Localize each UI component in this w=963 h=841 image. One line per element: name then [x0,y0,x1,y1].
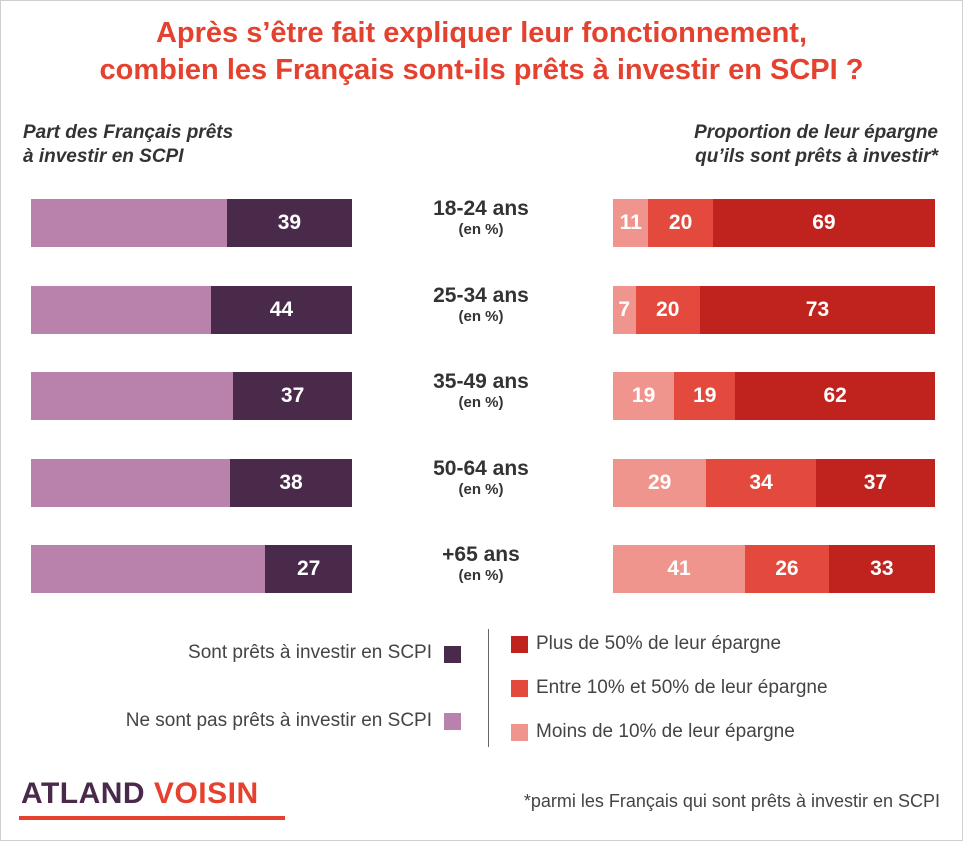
age-group-label: 50-64 ans (en %) [371,457,591,499]
right-bar-row: 7 20 73 [613,286,935,334]
age-group-name: 18-24 ans [433,197,529,220]
right-panel-label-line-2: qu’ils sont prêts à investir* [695,146,938,167]
right-bar-row: 11 20 69 [613,199,935,247]
age-group-unit: (en %) [458,308,504,325]
age-group-label: +65 ans (en %) [371,543,591,585]
legend-not-ready-swatch [444,713,461,730]
bar-more-50 [735,372,935,420]
footnote: *parmi les Français qui sont prêts à inv… [523,791,940,811]
legend-not-ready-label: Ne sont pas prêts à investir en SCPI [125,710,432,731]
legend-more-50-label: Plus de 50% de leur épargne [536,633,782,654]
right-panel-label-line-1: Proportion de leur épargne [694,122,938,143]
bar-not-ready [31,545,266,593]
legend-divider [488,629,489,747]
bar-between-10-50-value: 20 [656,298,680,321]
bar-between-10-50-value: 20 [668,211,693,234]
age-group-name: 50-64 ans [433,457,529,480]
age-group-label: 35-49 ans (en %) [371,370,591,412]
bar-between-10-50 [648,199,713,247]
bar-ready [265,545,352,593]
bar-not-ready [31,286,211,334]
bar-less-10 [613,286,636,334]
bar-ready [226,199,352,247]
bar-more-50-value: 69 [812,211,836,234]
left-bar-row: 37 [31,372,352,420]
chart-title-line-2: combien les Français sont-ils prêts à in… [99,54,864,86]
bar-more-50-value: 62 [823,384,847,407]
age-group-name: 25-34 ans [433,284,529,307]
bar-not-ready [31,199,227,247]
age-group-unit: (en %) [458,567,504,584]
left-panel-label: Part des Français prêts à investir en SC… [23,121,233,169]
age-group-unit: (en %) [458,221,504,238]
bar-more-50-value: 73 [805,298,830,321]
bar-less-10-value: 11 [619,211,642,234]
logo-underline [19,816,285,820]
legend-ready-label: Sont prêts à investir en SCPI [188,642,432,663]
bar-less-10-value: 19 [631,384,656,407]
bar-not-ready [31,459,231,507]
age-group-label: 18-24 ans (en %) [371,197,591,239]
bar-less-10 [613,459,707,507]
bar-more-50 [828,545,935,593]
bar-less-10 [613,199,649,247]
age-group-unit: (en %) [458,394,504,411]
right-bar-row: 19 19 62 [613,372,935,420]
bar-more-50-value: 33 [870,557,894,580]
legend-between-10-50-label: Entre 10% et 50% de leur épargne [536,677,828,698]
right-bar-row: 29 34 37 [613,459,935,507]
left-bar-row: 44 [31,286,352,334]
age-group-name: +65 ans [442,543,520,566]
atland-voisin-logo: ATLAND VOISIN [21,777,259,811]
age-group-name: 35-49 ans [433,370,529,393]
left-panel-label-line-1: Part des Français prêts [23,122,234,143]
left-bar-row: 27 [31,545,352,593]
legend-less-10-swatch [511,724,528,741]
bar-more-50-value: 37 [863,471,888,494]
bar-between-10-50 [635,286,700,334]
bar-ready-value: 44 [269,298,294,321]
age-group-label: 25-34 ans (en %) [371,284,591,326]
bar-less-10 [613,545,746,593]
bar-ready-value: 38 [279,471,303,494]
bar-ready-value: 39 [277,211,302,234]
legend-less-10-label: Moins de 10% de leur épargne [536,721,795,742]
left-bar-row: 39 [31,199,352,247]
left-panel-label-line-2: à investir en SCPI [23,146,184,167]
bar-more-50 [815,459,935,507]
bar-between-10-50-value: 19 [693,384,717,407]
bar-ready-value: 27 [296,557,321,580]
bar-ready [230,459,352,507]
left-bar-row: 38 [31,459,352,507]
logo-atland: ATLAND [21,777,146,810]
right-bar-row: 41 26 33 [613,545,935,593]
bar-between-10-50 [674,372,736,420]
bar-between-10-50-value: 34 [749,471,773,494]
bar-more-50 [699,286,935,334]
bar-less-10-value: 29 [648,471,672,494]
legend-between-10-50-swatch [511,680,528,697]
bar-between-10-50 [745,545,829,593]
bar-more-50 [712,199,935,247]
legend-more-50-swatch [511,636,528,653]
chart-title: Après s’être fait expliquer leur fonctio… [1,15,962,89]
bar-ready-value: 37 [280,384,305,407]
bar-less-10-value: 41 [667,557,691,580]
legend-ready-swatch [444,646,461,663]
bar-between-10-50-value: 26 [775,557,799,580]
bar-ready [233,372,352,420]
logo-voisin: VOISIN [145,777,259,810]
right-panel-label: Proportion de leur épargne qu’ils sont p… [694,121,938,169]
bar-less-10-value: 7 [618,298,631,321]
bar-not-ready [31,372,234,420]
age-group-unit: (en %) [458,481,504,498]
bar-less-10 [613,372,675,420]
bar-between-10-50 [706,459,816,507]
chart-title-line-1: Après s’être fait expliquer leur fonctio… [155,17,808,49]
bar-ready [210,286,352,334]
